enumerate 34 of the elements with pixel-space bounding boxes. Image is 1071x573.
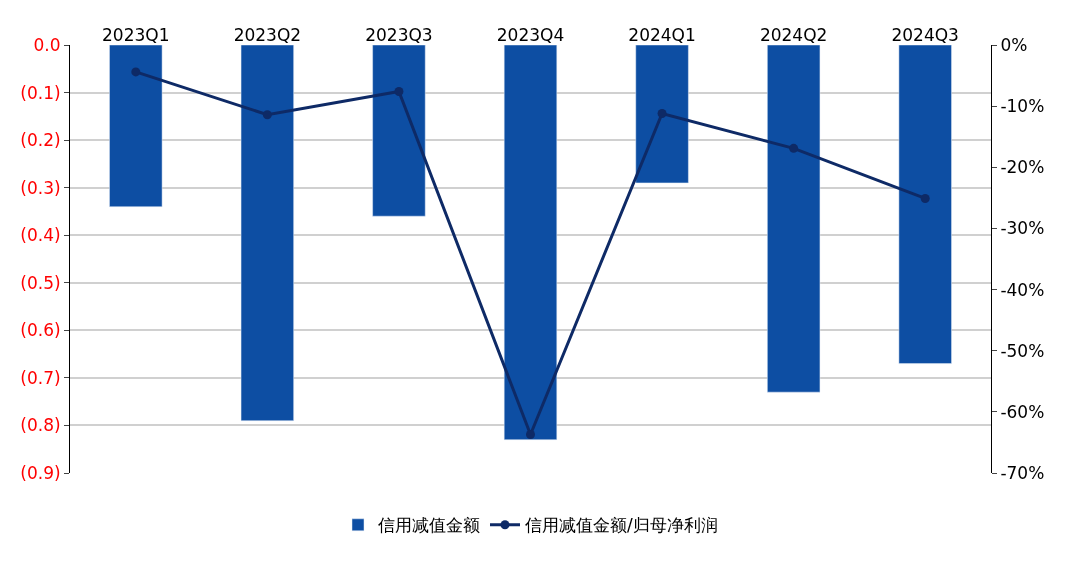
point	[789, 143, 799, 153]
x-tick-label: 2023Q2	[233, 24, 302, 45]
y2-tick-label: -40%	[1000, 279, 1045, 300]
y-tick-label: (0.9)	[20, 462, 61, 483]
y2-tick-label: -70%	[1000, 462, 1045, 483]
point	[920, 193, 930, 203]
point	[526, 429, 535, 439]
point	[131, 67, 141, 77]
y2-tick-label: 0%	[1000, 34, 1028, 55]
y-tick-label: 0.0	[33, 34, 61, 55]
y-tick-label: (0.8)	[20, 415, 61, 436]
point	[657, 108, 667, 118]
x-tick-label: 2024Q2	[759, 24, 828, 45]
x-tick-label: 2024Q1	[628, 24, 696, 45]
legend-label: 信用减值金额/归母净利润	[525, 515, 718, 536]
y2-tick-label: -50%	[1000, 340, 1045, 361]
y2-tick-label: -10%	[1000, 96, 1045, 117]
y2-tick-label: -30%	[1000, 218, 1045, 239]
y-tick-label: (0.2)	[20, 130, 61, 151]
y-tick-label: (0.5)	[20, 272, 61, 293]
point	[394, 86, 404, 96]
legend-label: 信用减值金额	[378, 515, 480, 536]
y-tick-label: (0.1)	[20, 82, 61, 103]
x-tick-label: 2023Q4	[496, 24, 565, 45]
y2-tick-label: -20%	[1000, 157, 1045, 178]
y-tick-label: (0.7)	[20, 367, 61, 388]
point	[262, 110, 272, 120]
y-tick-label: (0.3)	[20, 177, 61, 198]
y-tick-label: (0.4)	[20, 225, 61, 246]
x-tick-label: 2023Q3	[365, 24, 433, 45]
y-tick-label: (0.6)	[20, 320, 61, 341]
y2-tick-label: -60%	[1000, 401, 1045, 422]
x-tick-label: 2024Q3	[891, 24, 959, 45]
x-tick-label: 2023Q1	[102, 24, 170, 45]
